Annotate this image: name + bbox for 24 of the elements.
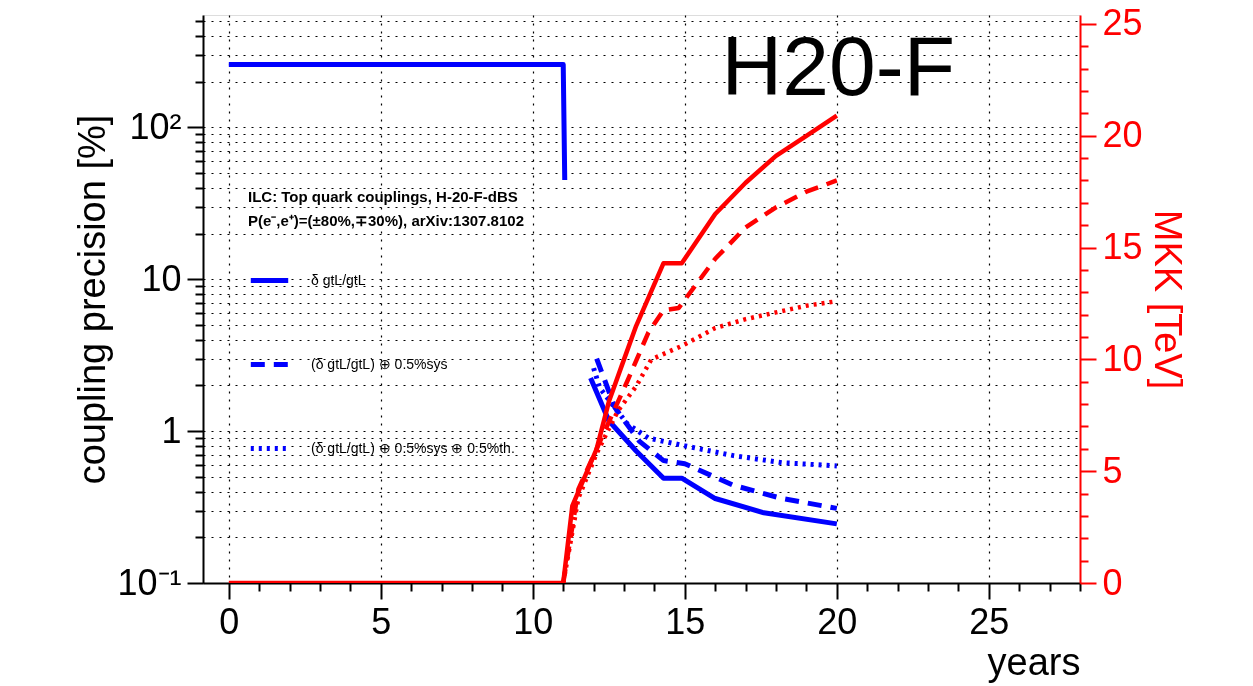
y-tick-label: 10⁻¹	[117, 561, 182, 603]
legend-label: (δ gtL/gtL) ⊕ 0.5%sys	[311, 355, 448, 372]
y-tick-label: 10²	[129, 105, 182, 147]
legend-label: (δ gtL/gtL) ⊕ 0.5%sys ⊕ 0.5%th.	[311, 439, 515, 456]
annotation: H20-F	[721, 19, 955, 113]
legend-label: δ gtL/gtL	[311, 271, 366, 288]
y-tick-label: 1	[161, 409, 182, 451]
x-tick-label: 0	[219, 600, 240, 642]
y2-tick-label: 25	[1102, 2, 1143, 44]
y2-tick-label: 20	[1102, 114, 1143, 156]
legend-title: ILC: Top quark couplings, H-20-F-dBS P(e⁻,e⁺)=(±80%,∓30%), arXiv:1307.8102	[248, 188, 524, 229]
x-axis-title: years	[987, 640, 1081, 683]
x-tick-label: 10	[513, 600, 554, 642]
y2-tick-label: 15	[1102, 226, 1143, 268]
x-tick-label: 20	[817, 600, 858, 642]
x-tick-label: 5	[371, 600, 392, 642]
y2-tick-label: 5	[1102, 449, 1123, 491]
y-axis-title: coupling precision [%]	[71, 114, 114, 485]
x-tick-label: 25	[969, 600, 1010, 642]
y2-axis-title: MKK [TeV]	[1146, 209, 1189, 390]
y-tick-label: 10	[141, 257, 182, 299]
x-tick-label: 15	[665, 600, 706, 642]
y2-tick-label: 0	[1102, 561, 1123, 603]
y2-tick-label: 10	[1102, 337, 1143, 379]
